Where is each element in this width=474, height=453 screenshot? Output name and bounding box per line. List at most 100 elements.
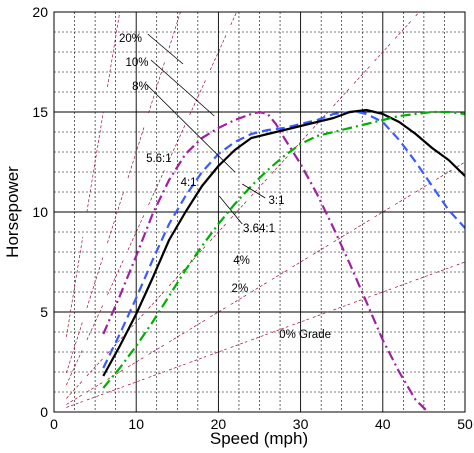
grade-line-segment — [292, 132, 310, 152]
annotation-label: 3.64:1 — [243, 223, 275, 235]
series-line — [102, 110, 465, 369]
plot-frame — [53, 11, 466, 413]
grade-line-segment — [456, 261, 465, 266]
series-layer — [102, 108, 465, 412]
grade-line-segment — [66, 380, 84, 399]
grade-line-segment — [189, 245, 207, 264]
grade-line-segment — [189, 356, 207, 363]
grade-line-segment — [210, 348, 227, 356]
grade-line-segment — [230, 341, 248, 348]
grade-line-segment — [107, 190, 125, 244]
grade-line-segment — [353, 219, 371, 230]
grade-line-segment — [86, 303, 104, 341]
annotation-label: 20% — [119, 33, 142, 45]
leader-line — [147, 33, 184, 65]
leader-line — [145, 83, 236, 173]
grade-line-segment — [148, 290, 166, 309]
y-tick-label: 0 — [40, 404, 48, 420]
grade-line-segment — [230, 200, 248, 219]
y-tick-label: 10 — [32, 204, 48, 220]
x-tick-label: 30 — [293, 416, 309, 432]
leader-line — [242, 183, 266, 199]
y-tick-label: 15 — [32, 104, 48, 120]
grade-line-segment — [209, 33, 227, 71]
grade-line-segment — [271, 155, 289, 174]
grade-line-segment — [394, 194, 412, 205]
grade-line-segment — [209, 306, 227, 318]
grade-line-segment — [168, 363, 186, 371]
x-axis: 0 10 20 30 40 50 — [50, 416, 473, 432]
annotation-label: 0% Grade — [279, 329, 331, 341]
grade-line-segment — [353, 296, 371, 303]
grade-line-segment — [168, 123, 186, 161]
grade-line-segment — [189, 78, 207, 116]
grade-line-segment — [374, 288, 392, 296]
x-tick-label: 0 — [50, 416, 58, 432]
grade-line-segment — [251, 177, 268, 197]
grade-line-segment — [107, 369, 125, 380]
x-axis-title: Speed (mph) — [210, 429, 308, 448]
grade-line-segment — [312, 244, 330, 255]
grade-line-segment — [66, 401, 83, 408]
grade-line-segment — [86, 357, 104, 377]
grade-line-segment — [127, 312, 145, 332]
grade-line-segment — [395, 281, 412, 288]
grade-line-segment — [168, 12, 181, 49]
grade-line-segment — [86, 393, 104, 401]
grade-line-segment — [65, 236, 84, 338]
grade-line-segment — [271, 269, 289, 280]
series-line — [102, 110, 430, 412]
grade-line-segment — [148, 371, 166, 378]
grade-line-segment — [127, 378, 145, 386]
grade-line-segment — [312, 311, 330, 318]
y-tick-label: 5 — [40, 304, 48, 320]
grade-line-segment — [86, 111, 104, 213]
leader-lines — [145, 33, 266, 225]
grade-line-segment — [230, 12, 238, 26]
grade-line-segment — [436, 266, 453, 273]
grade-line-segment — [415, 273, 433, 281]
grade-line-segment — [86, 255, 104, 309]
grade-line-segment — [374, 206, 392, 218]
x-tick-label: 50 — [457, 416, 473, 432]
grade-line-segment — [251, 281, 268, 293]
grade-line-segment — [251, 333, 268, 341]
y-axis: 0 5 10 15 20 — [32, 4, 48, 420]
x-tick-label: 20 — [211, 416, 227, 432]
grade-line-segment — [353, 65, 371, 84]
annotation-label: 4% — [233, 255, 250, 267]
grade-line-segment — [333, 231, 351, 243]
annotation-label: 8% — [132, 81, 149, 93]
grade-line-segment — [292, 256, 310, 268]
grade-line-segment — [65, 320, 84, 374]
annotations: 20% 10% 8% 5.6:1 4:1 3:1 3.64:1 4% 2% 0% Grade — [119, 33, 331, 341]
annotation-label: 4:1 — [181, 177, 197, 189]
grade-line-segment — [127, 213, 145, 251]
grade-line-segment — [107, 258, 125, 296]
grade-line-segment — [66, 394, 83, 405]
grade-line-segment — [168, 331, 186, 343]
grade-line-segment — [168, 267, 186, 287]
grade-line-segment — [436, 169, 453, 180]
grade-line-segment — [292, 318, 309, 326]
x-tick-label: 10 — [128, 416, 144, 432]
leader-line — [218, 195, 243, 225]
grade-line-segment — [127, 125, 145, 179]
y-tick-label: 20 — [32, 4, 48, 20]
grade-line-segment — [107, 386, 124, 393]
grade-line-segment — [189, 319, 207, 330]
x-tick-label: 40 — [375, 416, 391, 432]
grade-line-segment — [333, 303, 351, 311]
annotation-label: 3:1 — [269, 195, 285, 207]
series-line — [102, 108, 465, 377]
grade-line-segment — [394, 20, 412, 39]
grade-line-segment — [209, 222, 227, 242]
grade-line-segment — [374, 42, 392, 62]
grade-line-segment — [230, 294, 248, 305]
annotation-label: 5.6:1 — [146, 153, 172, 165]
grade-line-segment — [107, 12, 121, 88]
leader-line — [150, 59, 215, 117]
annotation-label: 10% — [126, 57, 149, 69]
